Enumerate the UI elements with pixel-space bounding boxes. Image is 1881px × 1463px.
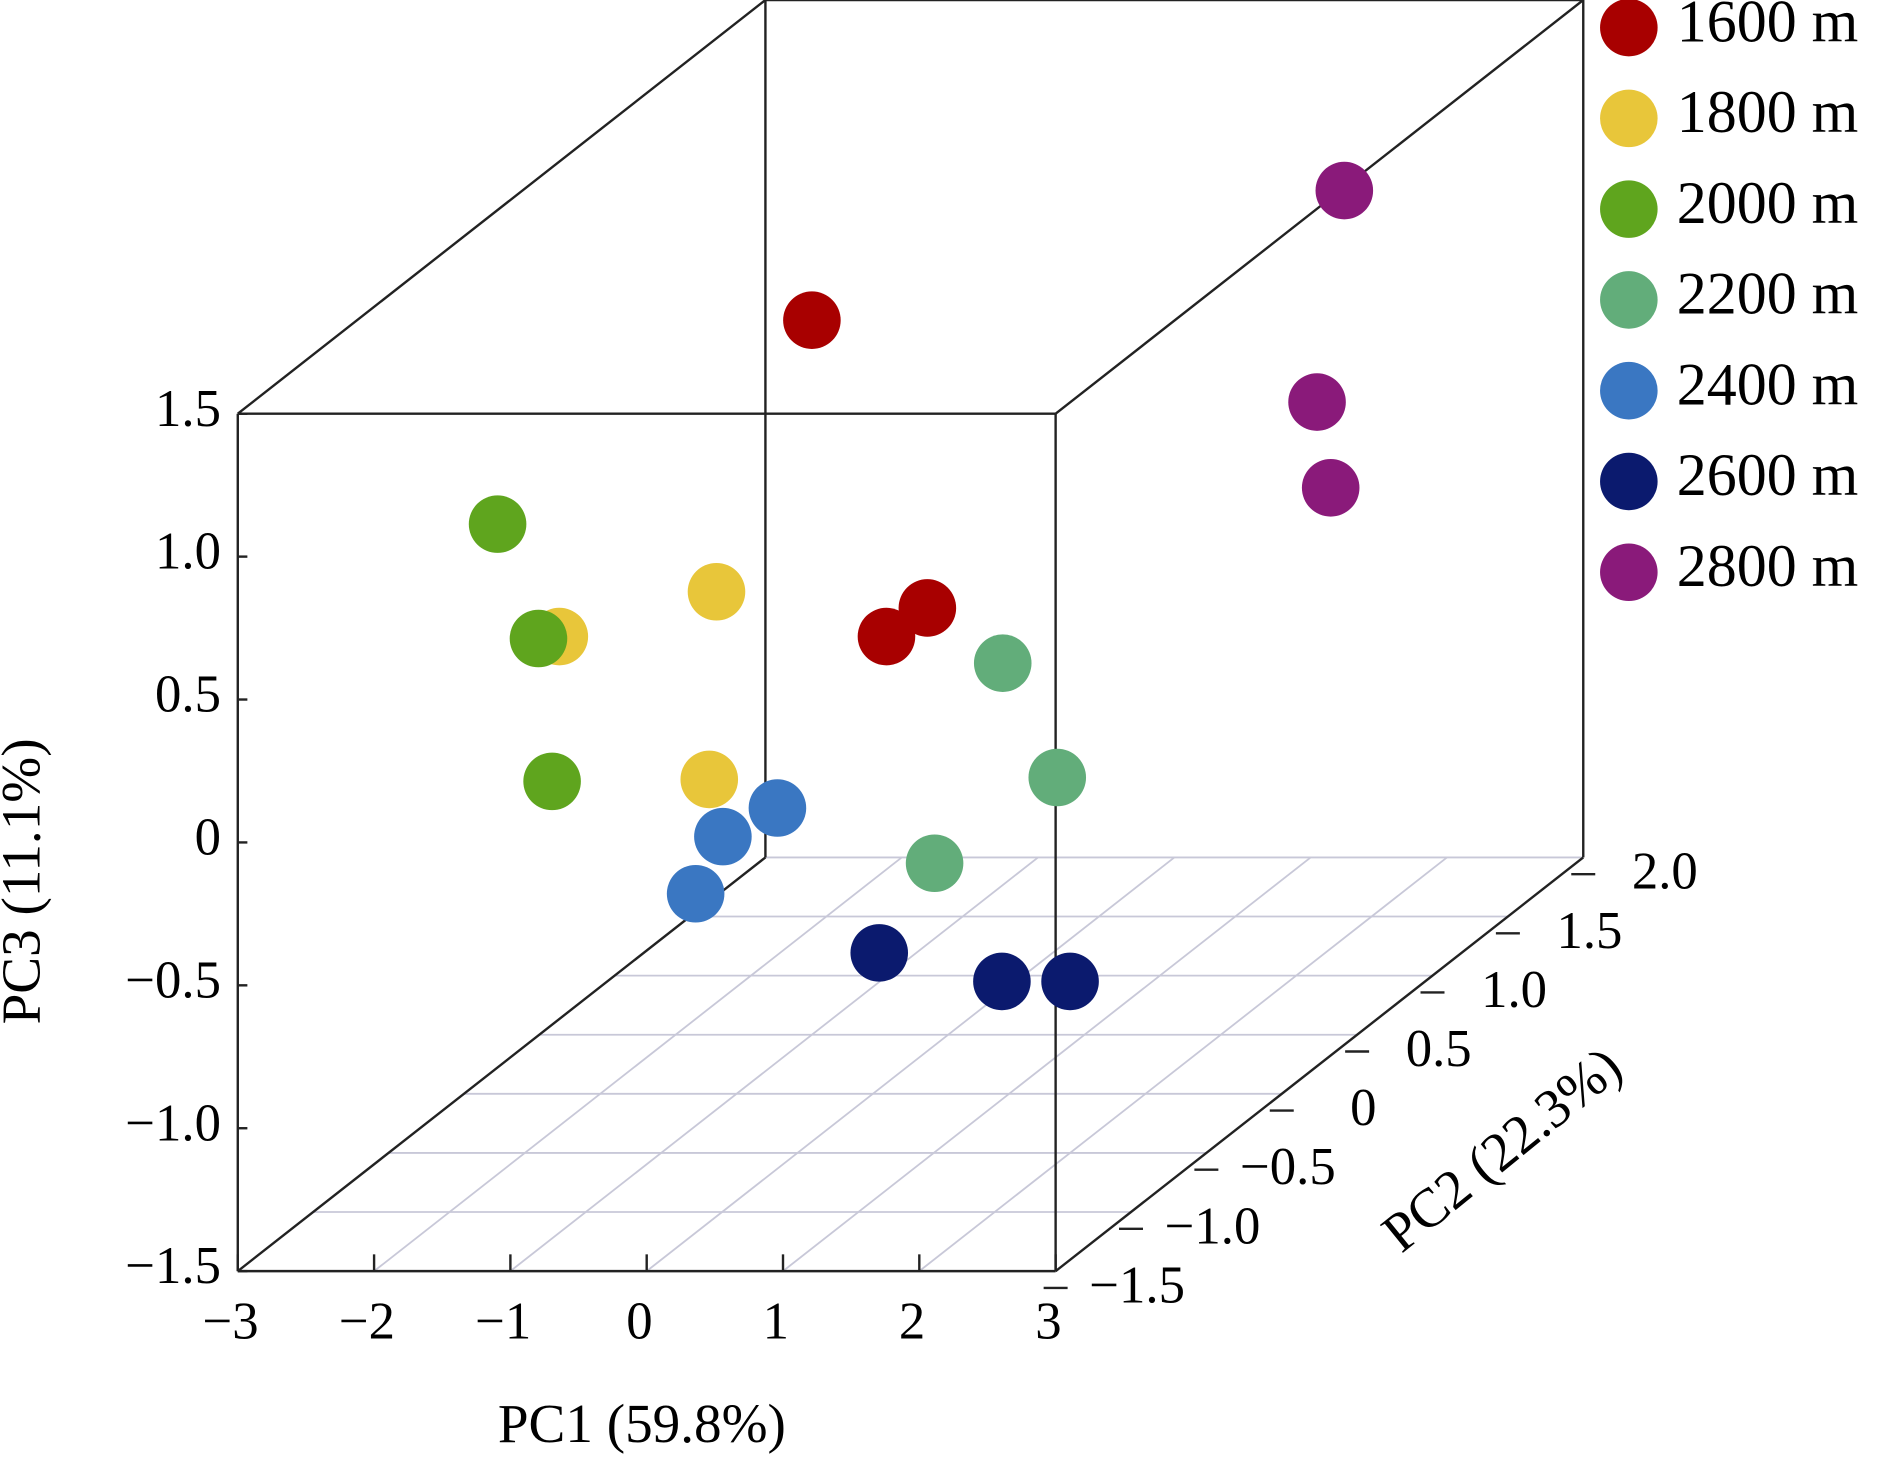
box-edge [237,856,767,1273]
point [523,752,581,811]
legend-label: 1600 m [1677,0,1858,54]
legend-swatch [1600,543,1658,602]
point [748,779,807,837]
point [509,609,568,668]
z-tick-label: −1.0 [125,1094,221,1152]
legend-label: 1800 m [1677,79,1858,145]
point [973,952,1031,1011]
y-tick-label: 0.5 [1406,1020,1472,1078]
point [783,291,841,349]
z-tick-label: −1.5 [125,1237,221,1295]
legend-swatch [1600,361,1658,420]
legend: 1600 m 1800 m 2000 m 2200 m 2400 m 2600 m 2800… [1600,0,1858,602]
z-tick-label: 0.5 [155,666,221,724]
grid-line [509,856,1039,1272]
x-tick-label: 2 [899,1292,925,1350]
ticks: −3 −2 −1 0 1 2 3−1.5−1.0−0.500.51.01.5−1.5−1.0… [125,380,1697,1351]
z-tick-label: 0 [195,809,221,867]
point [898,579,957,637]
legend-label: 2800 m [1677,533,1858,599]
point [850,924,909,982]
y-tick-label: 1.5 [1556,902,1622,960]
point [694,807,752,866]
x-tick-label: −1 [475,1292,531,1350]
y-tick-label: −1.5 [1089,1256,1185,1314]
point [468,495,527,553]
x-tick-label: −3 [203,1292,259,1350]
x-tick-label: 0 [626,1292,652,1350]
z-tick-label: 1.5 [155,380,221,438]
y-tick-label: 2.0 [1632,843,1698,901]
point [687,562,746,621]
y-tick-label: 1.0 [1481,961,1547,1019]
legend-label: 2600 m [1677,442,1858,508]
grid-line [646,856,1175,1272]
y-tick-label: 0 [1350,1079,1376,1137]
points [468,161,1374,1011]
z-tick-label: −0.5 [125,951,221,1009]
legend-label: 2200 m [1677,261,1858,327]
grid-line [782,856,1312,1272]
legend-swatch [1600,271,1658,329]
point [680,750,739,809]
point [857,607,916,666]
grid-line [918,856,1448,1272]
point [1028,748,1087,807]
x-tick-label: 1 [763,1292,789,1350]
x-tick-label: −2 [339,1292,395,1350]
legend-swatch [1600,0,1658,57]
box-edge [237,0,767,415]
z-axis-label: PC3 (11.1%) [0,738,51,1024]
x-tick-label: 3 [1035,1292,1061,1350]
legend-label: 2000 m [1677,170,1858,236]
point [1288,373,1346,431]
y-tick-label: −1.0 [1165,1197,1261,1255]
box-edge [1054,856,1585,1273]
legend-label: 2400 m [1677,351,1858,417]
point [905,834,964,893]
legend-swatch [1600,452,1658,511]
grid-line [373,856,903,1272]
point [666,864,725,923]
point [973,634,1032,692]
point [1041,952,1099,1011]
point [1301,459,1360,517]
x-axis-label: PC1 (59.8%) [498,1393,786,1454]
point [1315,161,1374,220]
legend-swatch [1600,180,1658,238]
legend-swatch [1600,89,1658,148]
y-tick-label: −0.5 [1240,1138,1336,1196]
z-tick-label: 1.0 [155,523,221,581]
box-edge [1054,0,1585,415]
